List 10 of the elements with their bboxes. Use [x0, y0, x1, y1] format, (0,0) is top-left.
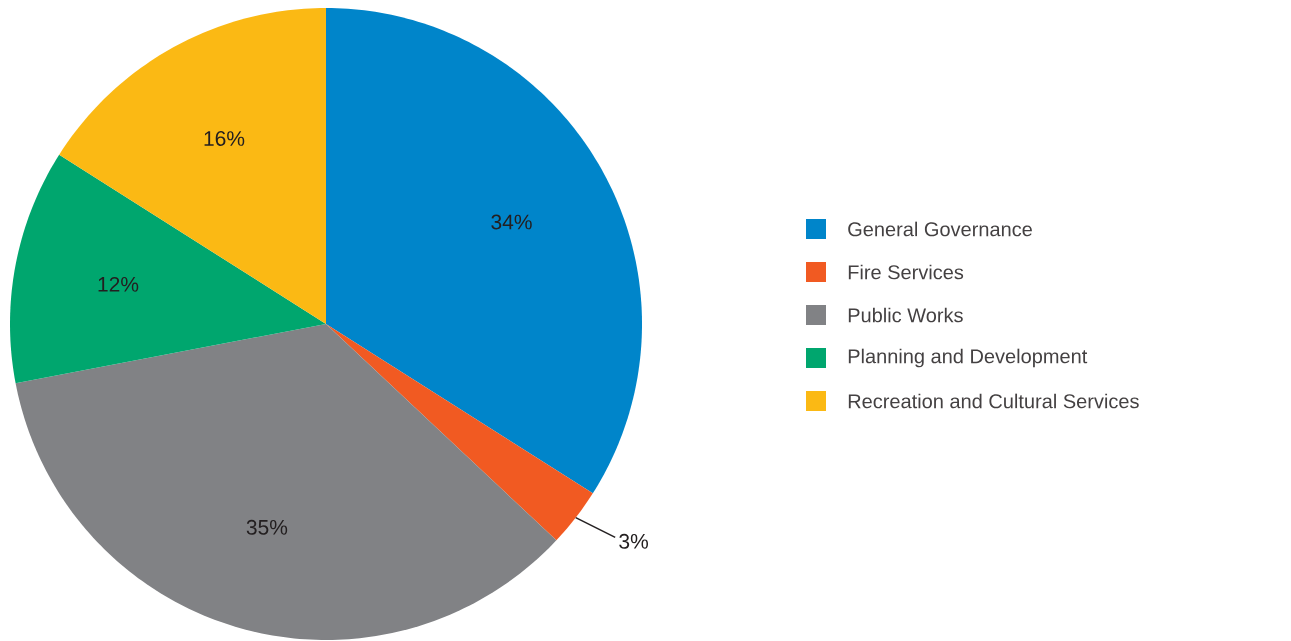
legend-label: Planning and Development	[848, 348, 1088, 368]
legend-label: General Governance	[848, 221, 1032, 237]
legend-label: Recreation and Cultural Services	[848, 393, 1139, 409]
data-label: 3%	[619, 533, 649, 549]
data-label: 12%	[98, 276, 139, 292]
data-label: 16%	[204, 131, 245, 146]
legend-label: Public Works	[848, 307, 963, 323]
legend-label: Fire Services	[848, 264, 964, 280]
data-label: 34%	[491, 214, 532, 230]
data-label: 35%	[246, 519, 288, 535]
